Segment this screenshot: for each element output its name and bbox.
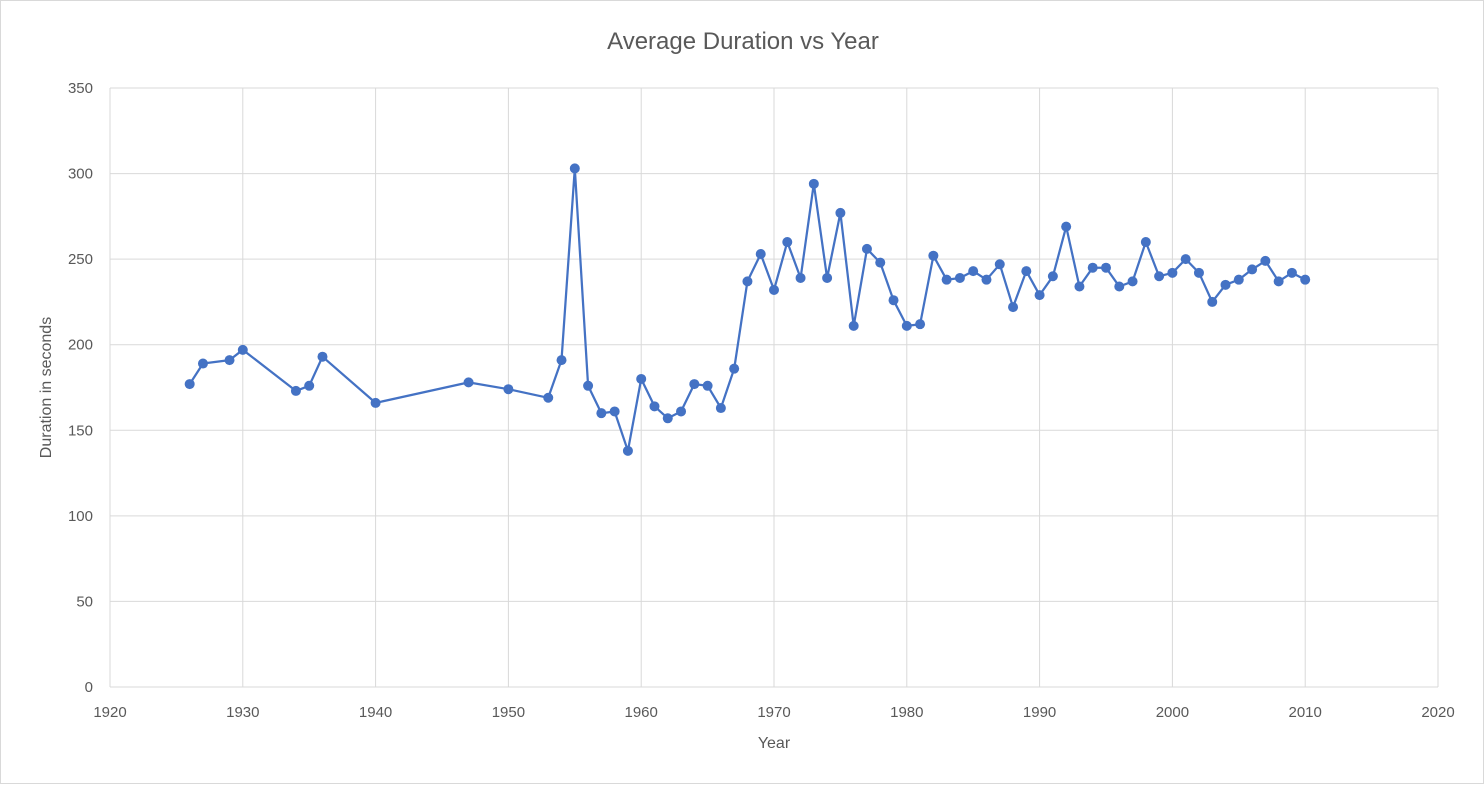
data-point [290, 385, 301, 396]
data-point [1114, 281, 1125, 292]
data-point [1061, 221, 1072, 232]
x-tick-label: 1990 [1023, 704, 1056, 721]
data-point [1273, 276, 1284, 287]
data-point [915, 319, 926, 330]
data-point [184, 379, 195, 390]
data-point [1167, 267, 1178, 278]
data-point [503, 384, 514, 395]
y-tick-label: 150 [68, 422, 93, 439]
data-point [782, 237, 793, 248]
tick-labels: 0 50 100 150 200 250 300 350 1920 1930 1940 1950 196… [68, 80, 1455, 721]
data-point [1207, 296, 1218, 307]
data-point [795, 272, 806, 283]
data-point [649, 401, 660, 412]
data-point [317, 351, 328, 362]
x-tick-label: 2010 [1289, 704, 1322, 721]
data-point [835, 207, 846, 218]
data-point [609, 406, 620, 417]
x-tick-label: 1970 [757, 704, 790, 721]
y-tick-label: 50 [76, 593, 93, 610]
y-tick-label: 250 [68, 251, 93, 268]
data-point [1180, 254, 1191, 265]
data-point [463, 377, 474, 388]
x-axis-title: Year [758, 735, 791, 752]
data-point [1233, 274, 1244, 285]
data-point [1300, 274, 1311, 285]
data-point [370, 397, 381, 408]
x-tick-label: 1960 [625, 704, 658, 721]
data-point [808, 178, 819, 189]
x-tick-label: 2020 [1421, 704, 1454, 721]
data-point [941, 274, 952, 285]
data-point [928, 250, 939, 261]
y-axis-title: Duration in seconds [38, 317, 55, 458]
data-point [968, 266, 979, 277]
chart-title: Average Duration vs Year [607, 28, 879, 55]
data-point [583, 380, 594, 391]
data-point [224, 355, 235, 366]
y-tick-label: 200 [68, 337, 93, 354]
series-line [188, 167, 1306, 452]
data-point [888, 295, 899, 306]
data-point [596, 408, 607, 419]
data-point [769, 284, 779, 295]
x-tick-label: 1930 [226, 704, 259, 721]
data-point [1021, 266, 1032, 277]
data-point [1220, 279, 1231, 290]
data-point [954, 272, 965, 283]
data-point [715, 403, 726, 414]
data-point [1008, 302, 1019, 313]
data-point [1127, 276, 1138, 287]
x-tick-label: 1920 [93, 704, 126, 721]
x-tick-label: 1980 [890, 704, 923, 721]
data-point [1047, 271, 1058, 282]
data-point [994, 259, 1005, 270]
data-point [1140, 237, 1151, 248]
x-tick-label: 1950 [492, 704, 525, 721]
y-tick-label: 300 [68, 166, 93, 183]
data-point [848, 320, 859, 331]
x-tick-label: 1940 [359, 704, 392, 721]
data-point [1247, 264, 1258, 275]
series-duration [184, 163, 1311, 456]
data-point [1101, 262, 1111, 273]
data-point [1087, 262, 1098, 273]
data-point [237, 344, 248, 355]
data-point [197, 358, 208, 369]
data-point [304, 380, 315, 391]
data-point [755, 249, 766, 260]
data-point [742, 276, 753, 287]
data-point [556, 355, 567, 366]
data-point [1286, 267, 1297, 278]
data-point [662, 413, 673, 424]
y-tick-label: 350 [68, 80, 93, 97]
gridlines [109, 87, 1439, 688]
y-tick-label: 100 [68, 508, 93, 525]
data-point [543, 392, 554, 403]
data-point [981, 274, 992, 285]
data-point [1074, 281, 1085, 292]
data-point [875, 257, 886, 268]
data-point [1193, 267, 1204, 278]
data-point [1260, 255, 1271, 266]
data-point [901, 320, 912, 331]
data-point [622, 445, 633, 456]
x-tick-label: 2000 [1156, 704, 1189, 721]
data-point [689, 379, 700, 390]
data-point [822, 272, 833, 283]
data-point [1154, 271, 1165, 282]
data-point [676, 406, 687, 417]
data-point [569, 163, 580, 174]
data-point [702, 380, 713, 391]
y-tick-label: 0 [85, 679, 93, 696]
data-point [1034, 290, 1045, 301]
data-point [636, 373, 647, 384]
data-point [729, 363, 740, 374]
data-point [861, 243, 872, 254]
